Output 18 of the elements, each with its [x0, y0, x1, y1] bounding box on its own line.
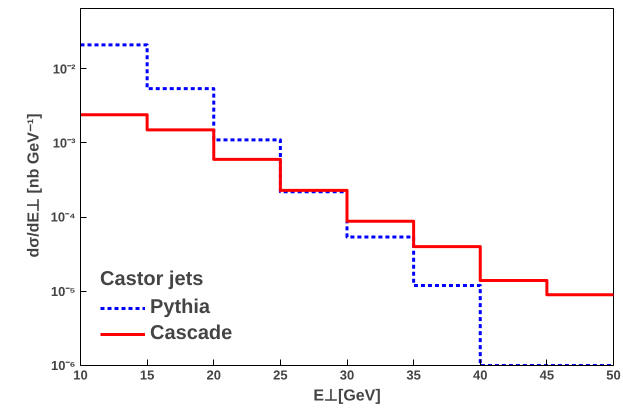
x-tick-label: 40 — [473, 368, 488, 382]
x-tick-label: 45 — [540, 368, 554, 382]
x-tick-label: 35 — [406, 368, 421, 382]
y-tick-label: 10⁻⁴ — [50, 210, 76, 225]
legend-title: Castor jets — [100, 268, 204, 291]
x-axis-title: E⊥[GeV] — [313, 388, 381, 404]
x-tick-label: 30 — [340, 368, 354, 382]
y-tick-label: 10⁻² — [52, 61, 76, 76]
x-tick-label: 25 — [273, 368, 288, 382]
legend-label: Pythia — [150, 296, 210, 319]
x-tick-label: 10 — [73, 368, 88, 382]
x-tick-label: 20 — [206, 368, 221, 382]
y-tick-label: 10⁻⁵ — [50, 284, 76, 299]
x-tick-label: 50 — [606, 368, 621, 382]
y-axis-title: dσ/dE⊥ [nb GeV⁻¹] — [26, 113, 43, 258]
x-tick-label: 15 — [140, 368, 154, 382]
y-tick-label: 10⁻³ — [52, 135, 76, 150]
legend-label: Cascade — [150, 322, 232, 345]
